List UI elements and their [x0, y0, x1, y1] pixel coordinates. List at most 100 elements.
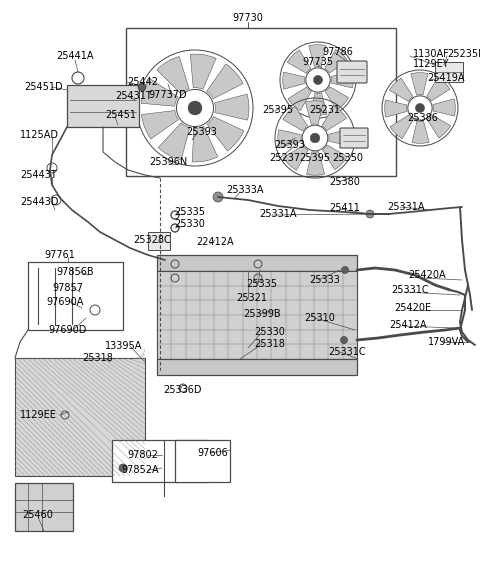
Bar [435, 62, 463, 82]
Text: 25443D: 25443D [20, 197, 59, 207]
Text: 1129EY: 1129EY [413, 59, 450, 69]
Wedge shape [141, 78, 178, 106]
Text: 25330: 25330 [174, 219, 205, 229]
Wedge shape [390, 115, 413, 139]
FancyBboxPatch shape [340, 128, 368, 148]
Wedge shape [283, 72, 305, 89]
Bar [15, 358, 145, 476]
Text: 25331A: 25331A [259, 209, 297, 219]
Wedge shape [192, 127, 218, 162]
Bar [15, 483, 73, 531]
Text: 25393: 25393 [275, 140, 305, 150]
Text: 13395A: 13395A [105, 341, 143, 351]
Circle shape [415, 103, 424, 113]
Text: 25395: 25395 [300, 153, 331, 163]
Wedge shape [427, 77, 450, 101]
Bar [148, 232, 170, 250]
Wedge shape [323, 145, 347, 170]
Text: 25336D: 25336D [164, 385, 202, 395]
Text: 25441A: 25441A [56, 51, 94, 61]
Text: 25331C: 25331C [391, 285, 429, 295]
Wedge shape [157, 56, 189, 94]
Text: 25412A: 25412A [389, 320, 427, 330]
Text: 25237: 25237 [269, 153, 300, 163]
Circle shape [310, 133, 320, 143]
Text: 25331C: 25331C [328, 347, 366, 357]
Bar [175, 440, 230, 482]
Wedge shape [190, 54, 216, 89]
Wedge shape [207, 64, 243, 99]
Text: 1129EE: 1129EE [20, 410, 57, 420]
Wedge shape [411, 73, 428, 95]
Text: 1125AD: 1125AD [20, 130, 59, 140]
Text: 25419A: 25419A [427, 73, 465, 83]
Wedge shape [288, 87, 312, 110]
Wedge shape [284, 145, 308, 170]
Text: 25443T: 25443T [20, 170, 57, 180]
Text: 25328C: 25328C [133, 235, 171, 245]
Wedge shape [142, 110, 179, 139]
Text: 25386: 25386 [408, 113, 438, 123]
Text: 25420A: 25420A [408, 270, 446, 280]
Wedge shape [278, 130, 301, 148]
Text: 25393: 25393 [187, 127, 217, 137]
Text: 1799VA: 1799VA [428, 337, 466, 347]
Circle shape [188, 101, 202, 115]
Text: 25333: 25333 [310, 275, 340, 285]
Bar [28, 262, 123, 330]
Wedge shape [207, 117, 244, 151]
Wedge shape [427, 114, 451, 138]
Wedge shape [305, 101, 324, 124]
Bar [157, 271, 357, 359]
Wedge shape [433, 99, 456, 116]
Wedge shape [309, 45, 326, 67]
Circle shape [341, 267, 348, 274]
Text: 1130AF: 1130AF [413, 49, 450, 59]
Text: 97735: 97735 [302, 57, 334, 67]
Bar [126, 28, 396, 176]
Text: 25331A: 25331A [387, 202, 425, 212]
Circle shape [138, 83, 146, 91]
FancyBboxPatch shape [337, 61, 367, 83]
Text: 97852A: 97852A [121, 465, 159, 475]
Circle shape [366, 210, 374, 218]
Text: 97761: 97761 [45, 250, 75, 260]
Text: 25451: 25451 [105, 110, 136, 120]
Wedge shape [325, 87, 348, 110]
Text: 25335: 25335 [174, 207, 205, 217]
Text: 25330: 25330 [254, 327, 286, 337]
Wedge shape [322, 106, 347, 131]
Text: 97730: 97730 [233, 13, 264, 23]
Wedge shape [307, 152, 324, 175]
Text: 97606: 97606 [198, 448, 228, 458]
Text: 97690D: 97690D [49, 325, 87, 335]
Wedge shape [389, 78, 413, 101]
Bar [157, 255, 357, 271]
Bar [157, 359, 357, 375]
Text: 25395: 25395 [263, 105, 293, 115]
Text: 25451D: 25451D [24, 82, 62, 92]
Bar [112, 440, 208, 482]
Text: 25442: 25442 [127, 77, 158, 87]
Text: 25411: 25411 [330, 203, 360, 213]
Wedge shape [331, 71, 353, 88]
Wedge shape [215, 94, 249, 120]
Text: 25396N: 25396N [149, 157, 187, 167]
Text: 25235D: 25235D [447, 49, 480, 59]
Wedge shape [288, 50, 311, 73]
Wedge shape [310, 93, 327, 116]
Text: 25380: 25380 [330, 177, 360, 187]
Wedge shape [324, 49, 348, 73]
Bar [67, 85, 139, 127]
Text: 25420E: 25420E [395, 303, 432, 313]
Wedge shape [384, 100, 407, 117]
Text: 25333A: 25333A [226, 185, 264, 195]
Text: 25231: 25231 [310, 105, 340, 115]
Text: 97690A: 97690A [46, 297, 84, 307]
Text: 25399B: 25399B [243, 309, 281, 319]
Wedge shape [158, 123, 190, 160]
Circle shape [313, 76, 323, 85]
Text: 25318: 25318 [83, 353, 113, 363]
Text: 25431T: 25431T [115, 91, 152, 101]
Text: 97786: 97786 [323, 47, 353, 57]
